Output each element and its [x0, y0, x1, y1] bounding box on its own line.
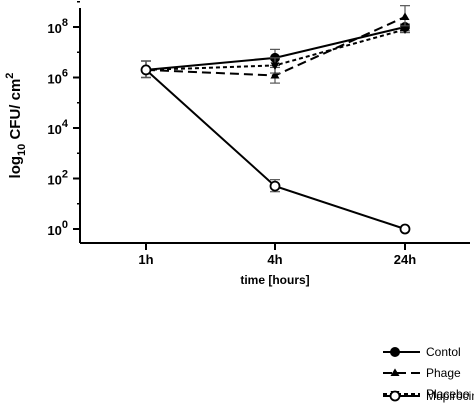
- legend-item-phage: Phage: [383, 366, 461, 380]
- legend-label: Mupirocin: [426, 389, 474, 403]
- series-line: [145, 69, 406, 230]
- data-point: [270, 70, 280, 79]
- legend-label: Phage: [426, 366, 461, 380]
- legend-label: Placebo: [426, 387, 470, 401]
- y-title-rest: CFU/ cm: [7, 79, 24, 144]
- y-tick-mantissa: 10: [47, 173, 61, 188]
- y-tick-label: 100: [47, 219, 68, 238]
- y-tick-mantissa: 10: [47, 21, 61, 36]
- y-tick-exponent: 6: [62, 68, 68, 80]
- data-point: [389, 390, 401, 402]
- legend-item-mupirocin: Mupirocin: [383, 389, 474, 403]
- data-point: [400, 12, 410, 21]
- series-placebo: [141, 25, 410, 79]
- axes: [79, 8, 470, 244]
- y-title-superscript: 2: [4, 73, 16, 79]
- data-point: [269, 180, 281, 192]
- y-tick-exponent: 2: [62, 169, 68, 181]
- x-tick-label: 1h: [138, 252, 153, 267]
- y-tick-label: 104: [47, 118, 68, 137]
- y-tick-exponent: 0: [62, 219, 68, 231]
- series-mupirocin: [140, 60, 411, 235]
- data-point: [400, 26, 410, 35]
- data-point: [140, 64, 152, 76]
- legend-item-contol: Contol: [383, 345, 461, 359]
- x-tick-label: 24h: [394, 252, 416, 267]
- data-point: [390, 368, 400, 377]
- data-point: [270, 62, 280, 71]
- x-tick-label: 4h: [267, 252, 282, 267]
- y-tick-exponent: 4: [62, 118, 69, 130]
- y-tick-label: 102: [47, 169, 68, 188]
- series-layer: [140, 5, 411, 235]
- data-point: [399, 223, 411, 235]
- data-point: [390, 347, 400, 357]
- x-ticks: 1h 4h 24h: [138, 243, 416, 267]
- y-axis-title: log10 CFU/ cm2: [4, 73, 28, 179]
- y-tick-mantissa: 10: [47, 122, 61, 137]
- y-tick-label: 106: [47, 68, 68, 87]
- y-title-subscript: 10: [16, 144, 28, 156]
- y-title-base: log: [7, 156, 24, 179]
- y-tick-mantissa: 10: [47, 72, 61, 87]
- legend-label: Contol: [426, 345, 461, 359]
- y-tick-mantissa: 10: [47, 223, 61, 238]
- y-tick-exponent: 8: [62, 17, 68, 29]
- y-tick-label: 108: [47, 17, 68, 36]
- x-axis-title: time [hours]: [240, 273, 309, 287]
